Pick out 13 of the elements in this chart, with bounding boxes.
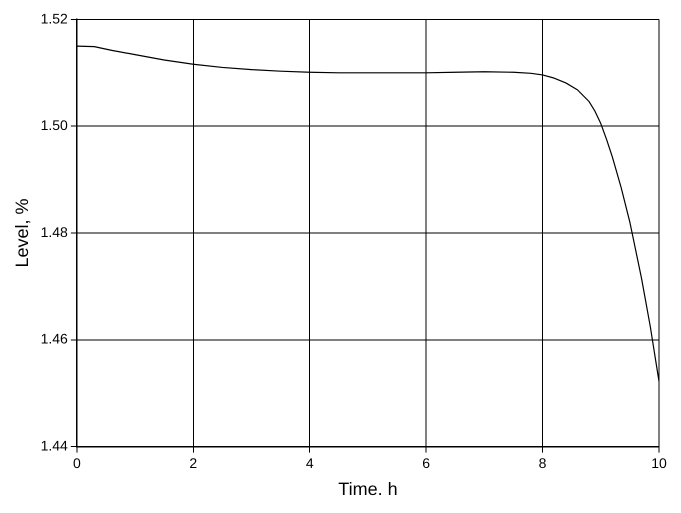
x-tick-label: 10	[651, 454, 667, 471]
x-tick-label: 0	[72, 454, 81, 471]
y-tick-label: 1.52	[40, 10, 68, 26]
x-tick-label: 6	[422, 454, 430, 471]
x-tick-label: 8	[538, 454, 547, 471]
y-axis-title: Level, %	[12, 198, 32, 268]
y-tick-label: 1.44	[40, 437, 68, 454]
y-tick-label: 1.48	[40, 224, 68, 240]
x-axis-title: Time. h	[338, 479, 398, 500]
x-tick-label: 4	[306, 454, 314, 471]
y-tick-label: 1.50	[40, 117, 68, 134]
y-tick-label: 1.46	[40, 330, 68, 347]
x-tick-label: 2	[189, 454, 198, 471]
